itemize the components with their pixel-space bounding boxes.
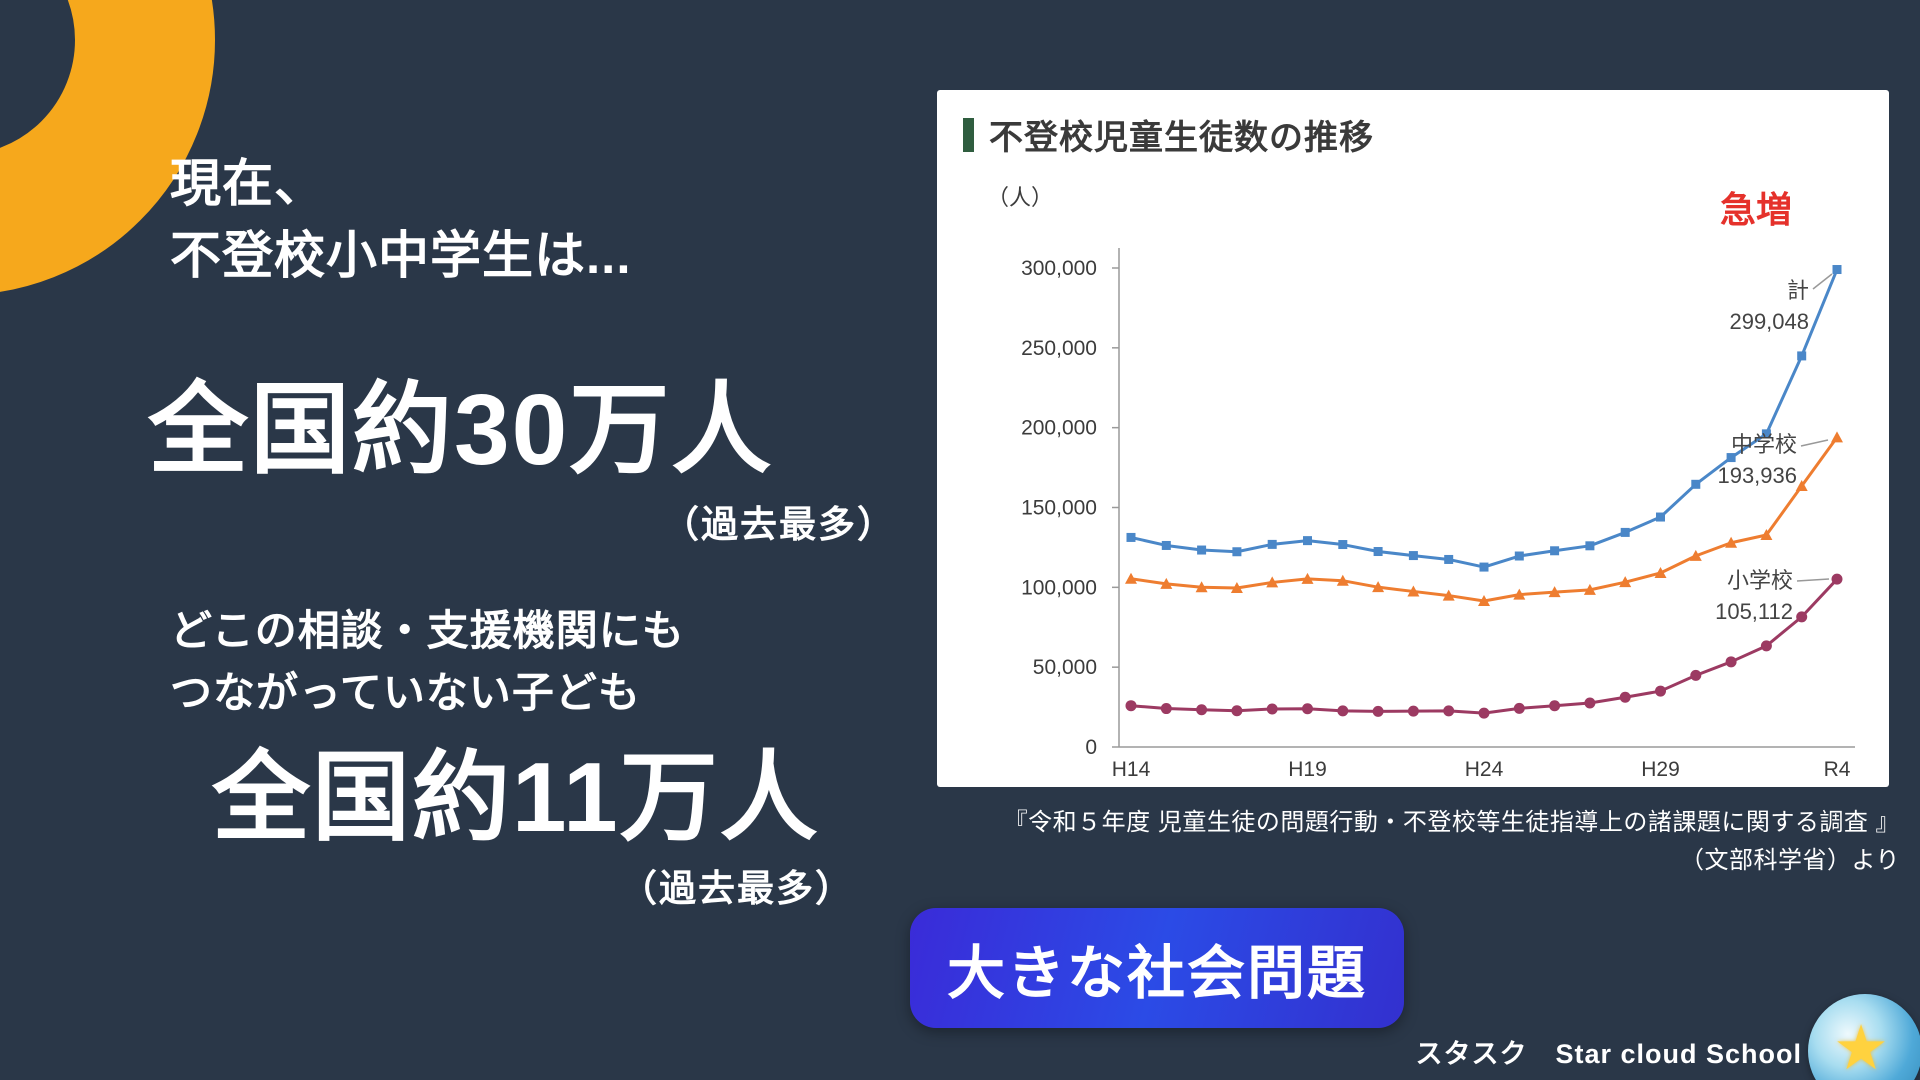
logo-star-cloud: ★ — [1808, 994, 1920, 1080]
svg-text:H19: H19 — [1288, 758, 1327, 781]
source-line-1: 『令和５年度 児童生徒の問題行動・不登校等生徒指導上の諸課題に関する調査 』 — [1003, 809, 1900, 836]
svg-text:（人）: （人） — [987, 185, 1053, 210]
svg-text:105,112: 105,112 — [1715, 599, 1793, 624]
svg-text:計: 計 — [1787, 278, 1809, 303]
trend-line-chart: 0 50,000 100,000 150,000 200,000 250,000 300,0… — [987, 185, 1855, 781]
intro-line-1: 現在、 — [170, 155, 327, 212]
banner-social-problem: 大きな社会問題 — [910, 908, 1404, 1028]
headline-300k: 全国約30万人 — [148, 374, 774, 486]
svg-text:R4: R4 — [1824, 758, 1851, 781]
svg-text:150,000: 150,000 — [1021, 497, 1097, 520]
headline-110k: 全国約11万人 — [212, 742, 820, 852]
description-line-1: どこの相談・支援機関にも — [170, 607, 685, 654]
title-accent-bar-icon — [963, 117, 974, 152]
svg-text:急増: 急増 — [1720, 189, 1792, 230]
intro-text: 現在、 不登校小中学生は... — [170, 148, 632, 293]
svg-text:H24: H24 — [1465, 758, 1504, 781]
intro-line-2: 不登校小中学生は... — [170, 227, 632, 285]
svg-text:299,048: 299,048 — [1729, 309, 1809, 334]
svg-text:193,936: 193,936 — [1717, 463, 1797, 488]
description-line-2: つながっていない子ども — [170, 669, 641, 717]
record-note-1: （過去最多） — [662, 504, 896, 545]
svg-text:中学校: 中学校 — [1731, 432, 1797, 457]
svg-text:小学校: 小学校 — [1727, 568, 1793, 593]
description-text: どこの相談・支援機関にも つながっていない子ども — [170, 600, 685, 724]
svg-text:50,000: 50,000 — [1033, 656, 1097, 679]
record-note-2: （過去最多） — [620, 868, 854, 909]
source-line-2: （文部科学省）より — [1679, 847, 1900, 875]
star-icon: ★ — [1833, 1013, 1889, 1080]
svg-text:0: 0 — [1085, 736, 1097, 759]
chart-title-row: 不登校児童生徒数の推移 — [963, 110, 1374, 159]
svg-text:H14: H14 — [1112, 758, 1151, 781]
footer-brand: スタスク Star cloud School — [1415, 1039, 1802, 1069]
svg-text:200,000: 200,000 — [1021, 417, 1097, 440]
svg-text:100,000: 100,000 — [1021, 576, 1097, 599]
chart-title: 不登校児童生徒数の推移 — [989, 119, 1374, 157]
svg-text:H29: H29 — [1641, 758, 1680, 781]
source-citation: 『令和５年度 児童生徒の問題行動・不登校等生徒指導上の諸課題に関する調査 』 （… — [905, 804, 1900, 881]
svg-text:250,000: 250,000 — [1021, 337, 1097, 360]
chart-panel: 0 50,000 100,000 150,000 200,000 250,000 300,0… — [937, 90, 1889, 787]
svg-text:300,000: 300,000 — [1021, 257, 1097, 280]
